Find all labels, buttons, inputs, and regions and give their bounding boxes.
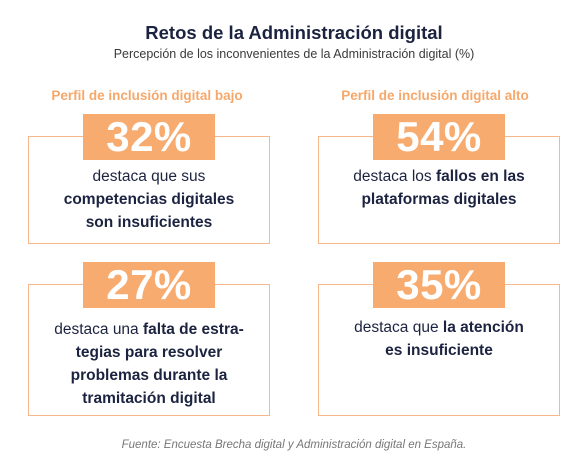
column-header-high: Perfil de inclusión digital alto xyxy=(341,88,529,103)
source-note: Fuente: Encuesta Brecha digital y Admini… xyxy=(121,439,467,451)
stat-card-lack-strategies: destaca una falta de estra- tegias para … xyxy=(28,284,270,416)
stat-percent: 27% xyxy=(83,262,215,308)
stat-percent: 35% xyxy=(373,262,505,308)
stat-percent: 54% xyxy=(373,114,505,160)
stat-percent: 32% xyxy=(83,114,215,160)
stat-description: destaca que la atención es insuficiente xyxy=(354,319,524,359)
page-subtitle: Percepción de los inconvenientes de la A… xyxy=(113,47,475,61)
stat-description: destaca que sus competencias digitales s… xyxy=(63,168,235,231)
column-header-low: Perfil de inclusión digital bajo xyxy=(51,88,243,103)
page-title: Retos de la Administración digital xyxy=(145,22,443,43)
stat-description: destaca una falta de estra- tegias para … xyxy=(54,321,244,407)
stat-description: destaca los fallos en las plataformas di… xyxy=(353,168,525,208)
